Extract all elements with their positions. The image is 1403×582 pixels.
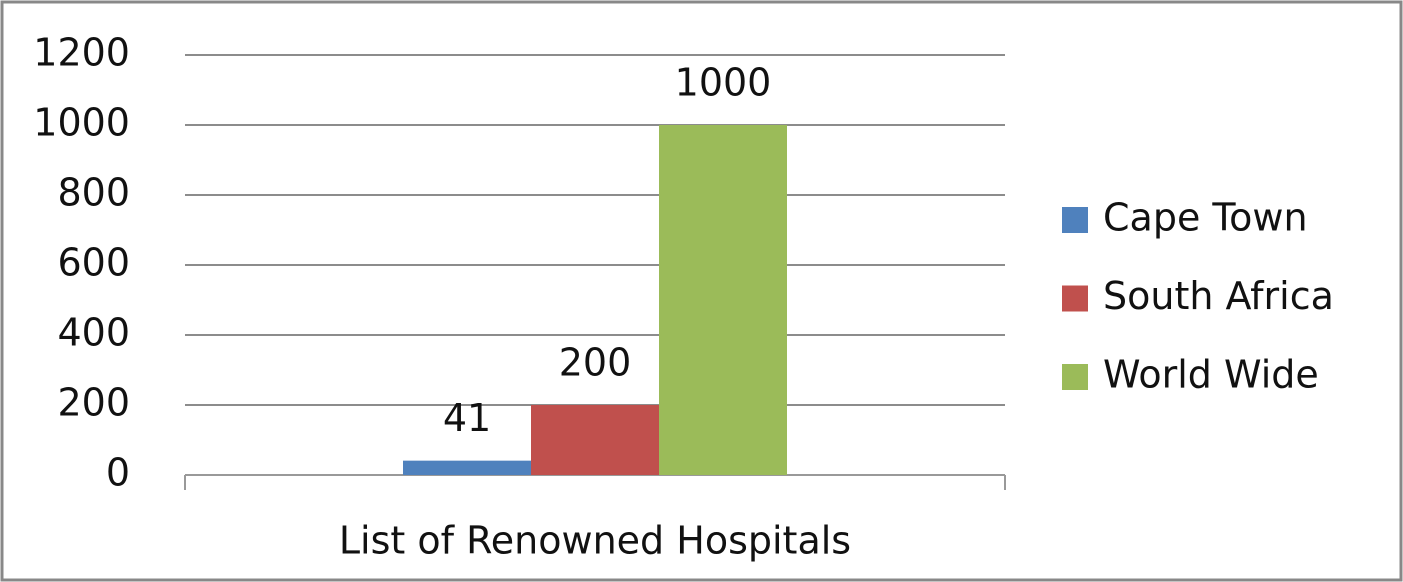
y-tick-label: 0 [106, 451, 130, 495]
data-label: 200 [559, 341, 632, 385]
data-label: 41 [443, 396, 491, 440]
legend-label: Cape Town [1103, 196, 1308, 240]
bar [531, 405, 659, 475]
legend-label: World Wide [1103, 353, 1319, 397]
legend-swatch [1062, 207, 1088, 233]
legend-swatch [1062, 364, 1088, 390]
y-tick-label: 200 [57, 381, 130, 425]
legend-swatch [1062, 285, 1088, 312]
y-tick-label: 1000 [33, 101, 130, 145]
bar [659, 125, 787, 475]
bar [403, 460, 531, 475]
y-tick-label: 600 [57, 241, 130, 285]
y-tick-label: 1200 [33, 31, 130, 75]
y-tick-label: 800 [57, 171, 130, 215]
data-label: 1000 [675, 61, 772, 105]
legend-label: South Africa [1103, 274, 1334, 318]
x-tick-label: List of Renowned Hospitals [339, 519, 851, 563]
y-tick-label: 400 [57, 311, 130, 355]
